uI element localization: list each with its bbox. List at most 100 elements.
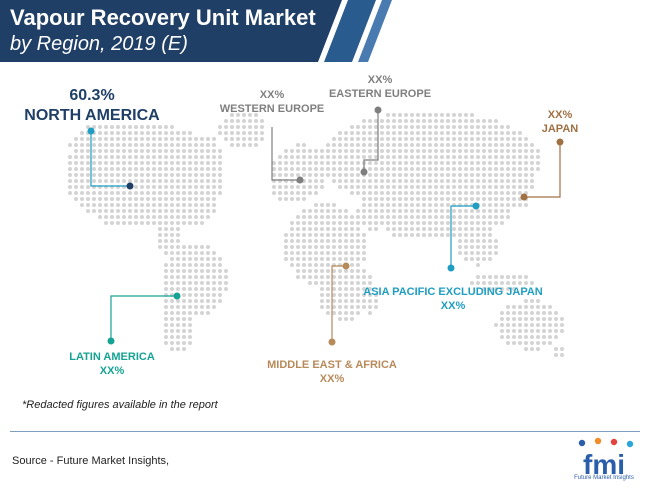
map-dot	[182, 311, 186, 315]
map-dot	[542, 323, 546, 327]
map-dot	[296, 191, 300, 195]
map-dot	[458, 113, 462, 117]
map-dot	[524, 137, 528, 141]
map-dot	[272, 173, 276, 177]
map-dot	[464, 125, 468, 129]
map-dot	[158, 245, 162, 249]
map-dot	[338, 293, 342, 297]
map-dot	[356, 293, 360, 297]
map-dot	[548, 305, 552, 309]
map-dot	[506, 167, 510, 171]
map-dot	[308, 173, 312, 177]
map-dot	[320, 221, 324, 225]
map-dot	[482, 179, 486, 183]
map-dot	[368, 185, 372, 189]
map-dot	[116, 221, 120, 225]
map-dot	[386, 137, 390, 141]
map-dot	[212, 263, 216, 267]
map-dot	[212, 305, 216, 309]
map-dot	[464, 233, 468, 237]
map-dot	[212, 251, 216, 255]
map-dot	[68, 167, 72, 171]
map-dot	[356, 239, 360, 243]
map-dot	[500, 287, 504, 291]
map-dot	[494, 197, 498, 201]
map-dot	[320, 155, 324, 159]
map-dot	[146, 221, 150, 225]
map-dot	[386, 119, 390, 123]
map-dot	[326, 269, 330, 273]
map-dot	[320, 173, 324, 177]
map-dot	[248, 113, 252, 117]
map-dot	[362, 191, 366, 195]
map-dot	[470, 137, 474, 141]
map-dot	[422, 113, 426, 117]
map-dot	[296, 221, 300, 225]
map-dot	[212, 269, 216, 273]
map-dot	[482, 233, 486, 237]
map-dot	[320, 233, 324, 237]
map-dot	[362, 149, 366, 153]
map-dot	[518, 167, 522, 171]
map-dot	[302, 209, 306, 213]
map-dot	[302, 257, 306, 261]
map-dot	[446, 197, 450, 201]
map-dot	[344, 257, 348, 261]
map-dot	[332, 275, 336, 279]
map-dot	[344, 245, 348, 249]
map-dot	[488, 233, 492, 237]
map-dot	[308, 251, 312, 255]
map-dot	[314, 239, 318, 243]
map-dot	[176, 221, 180, 225]
map-dot	[152, 197, 156, 201]
map-dot	[188, 149, 192, 153]
map-dot	[338, 299, 342, 303]
map-dot	[338, 161, 342, 165]
map-dot	[110, 131, 114, 135]
map-dot	[530, 161, 534, 165]
map-dot	[200, 245, 204, 249]
map-dot	[86, 155, 90, 159]
map-dot	[260, 137, 264, 141]
map-dot	[536, 161, 540, 165]
map-dot	[278, 161, 282, 165]
map-dot	[176, 149, 180, 153]
map-dot	[398, 137, 402, 141]
map-dot	[170, 143, 174, 147]
map-dot	[104, 179, 108, 183]
map-dot	[458, 137, 462, 141]
map-dot	[350, 269, 354, 273]
map-dot	[212, 185, 216, 189]
map-dot	[368, 209, 372, 213]
map-dot	[206, 293, 210, 297]
map-dot	[512, 305, 516, 309]
map-dot	[104, 209, 108, 213]
map-dot	[416, 173, 420, 177]
map-dot	[170, 203, 174, 207]
map-dot	[122, 197, 126, 201]
map-dot	[80, 185, 84, 189]
map-dot	[356, 167, 360, 171]
map-dot	[344, 155, 348, 159]
map-dot	[554, 311, 558, 315]
map-dot	[554, 329, 558, 333]
map-dot	[440, 197, 444, 201]
map-dot	[482, 257, 486, 261]
map-dot	[176, 317, 180, 321]
map-dot	[464, 149, 468, 153]
map-dot	[380, 119, 384, 123]
map-dot	[260, 119, 264, 123]
map-dot	[338, 167, 342, 171]
map-dot	[362, 215, 366, 219]
map-dot	[428, 155, 432, 159]
map-dot	[404, 167, 408, 171]
map-dot	[176, 209, 180, 213]
map-dot	[68, 143, 72, 147]
map-dot	[284, 149, 288, 153]
map-dot	[536, 311, 540, 315]
map-dot	[188, 245, 192, 249]
map-dot	[440, 167, 444, 171]
map-dot	[368, 221, 372, 225]
map-dot	[218, 149, 222, 153]
map-dot	[434, 227, 438, 231]
